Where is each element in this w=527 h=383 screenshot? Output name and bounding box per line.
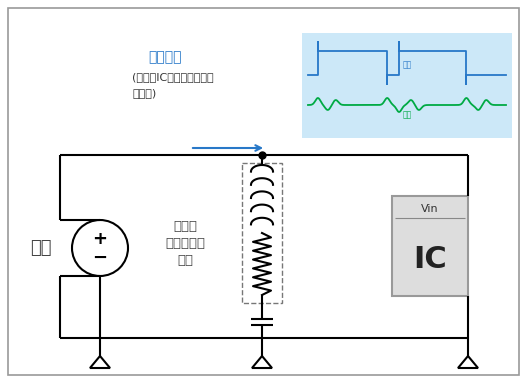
Text: 纹波电流: 纹波电流 xyxy=(148,50,181,64)
Text: 电源: 电源 xyxy=(31,239,52,257)
Text: +: + xyxy=(93,230,108,248)
Text: IC: IC xyxy=(413,246,447,275)
Bar xyxy=(242,163,282,303)
Text: −: − xyxy=(92,249,108,267)
Bar xyxy=(302,33,512,138)
Text: (由电源IC开关和输入电压: (由电源IC开关和输入电压 xyxy=(132,72,213,82)
Text: Vin: Vin xyxy=(421,204,439,214)
Text: 的变化): 的变化) xyxy=(132,88,156,98)
Text: 电流: 电流 xyxy=(403,61,412,69)
Bar xyxy=(392,196,468,296)
Text: 布线的
寄生电感、
电阻: 布线的 寄生电感、 电阻 xyxy=(165,219,205,267)
Text: 电压: 电压 xyxy=(403,111,412,119)
